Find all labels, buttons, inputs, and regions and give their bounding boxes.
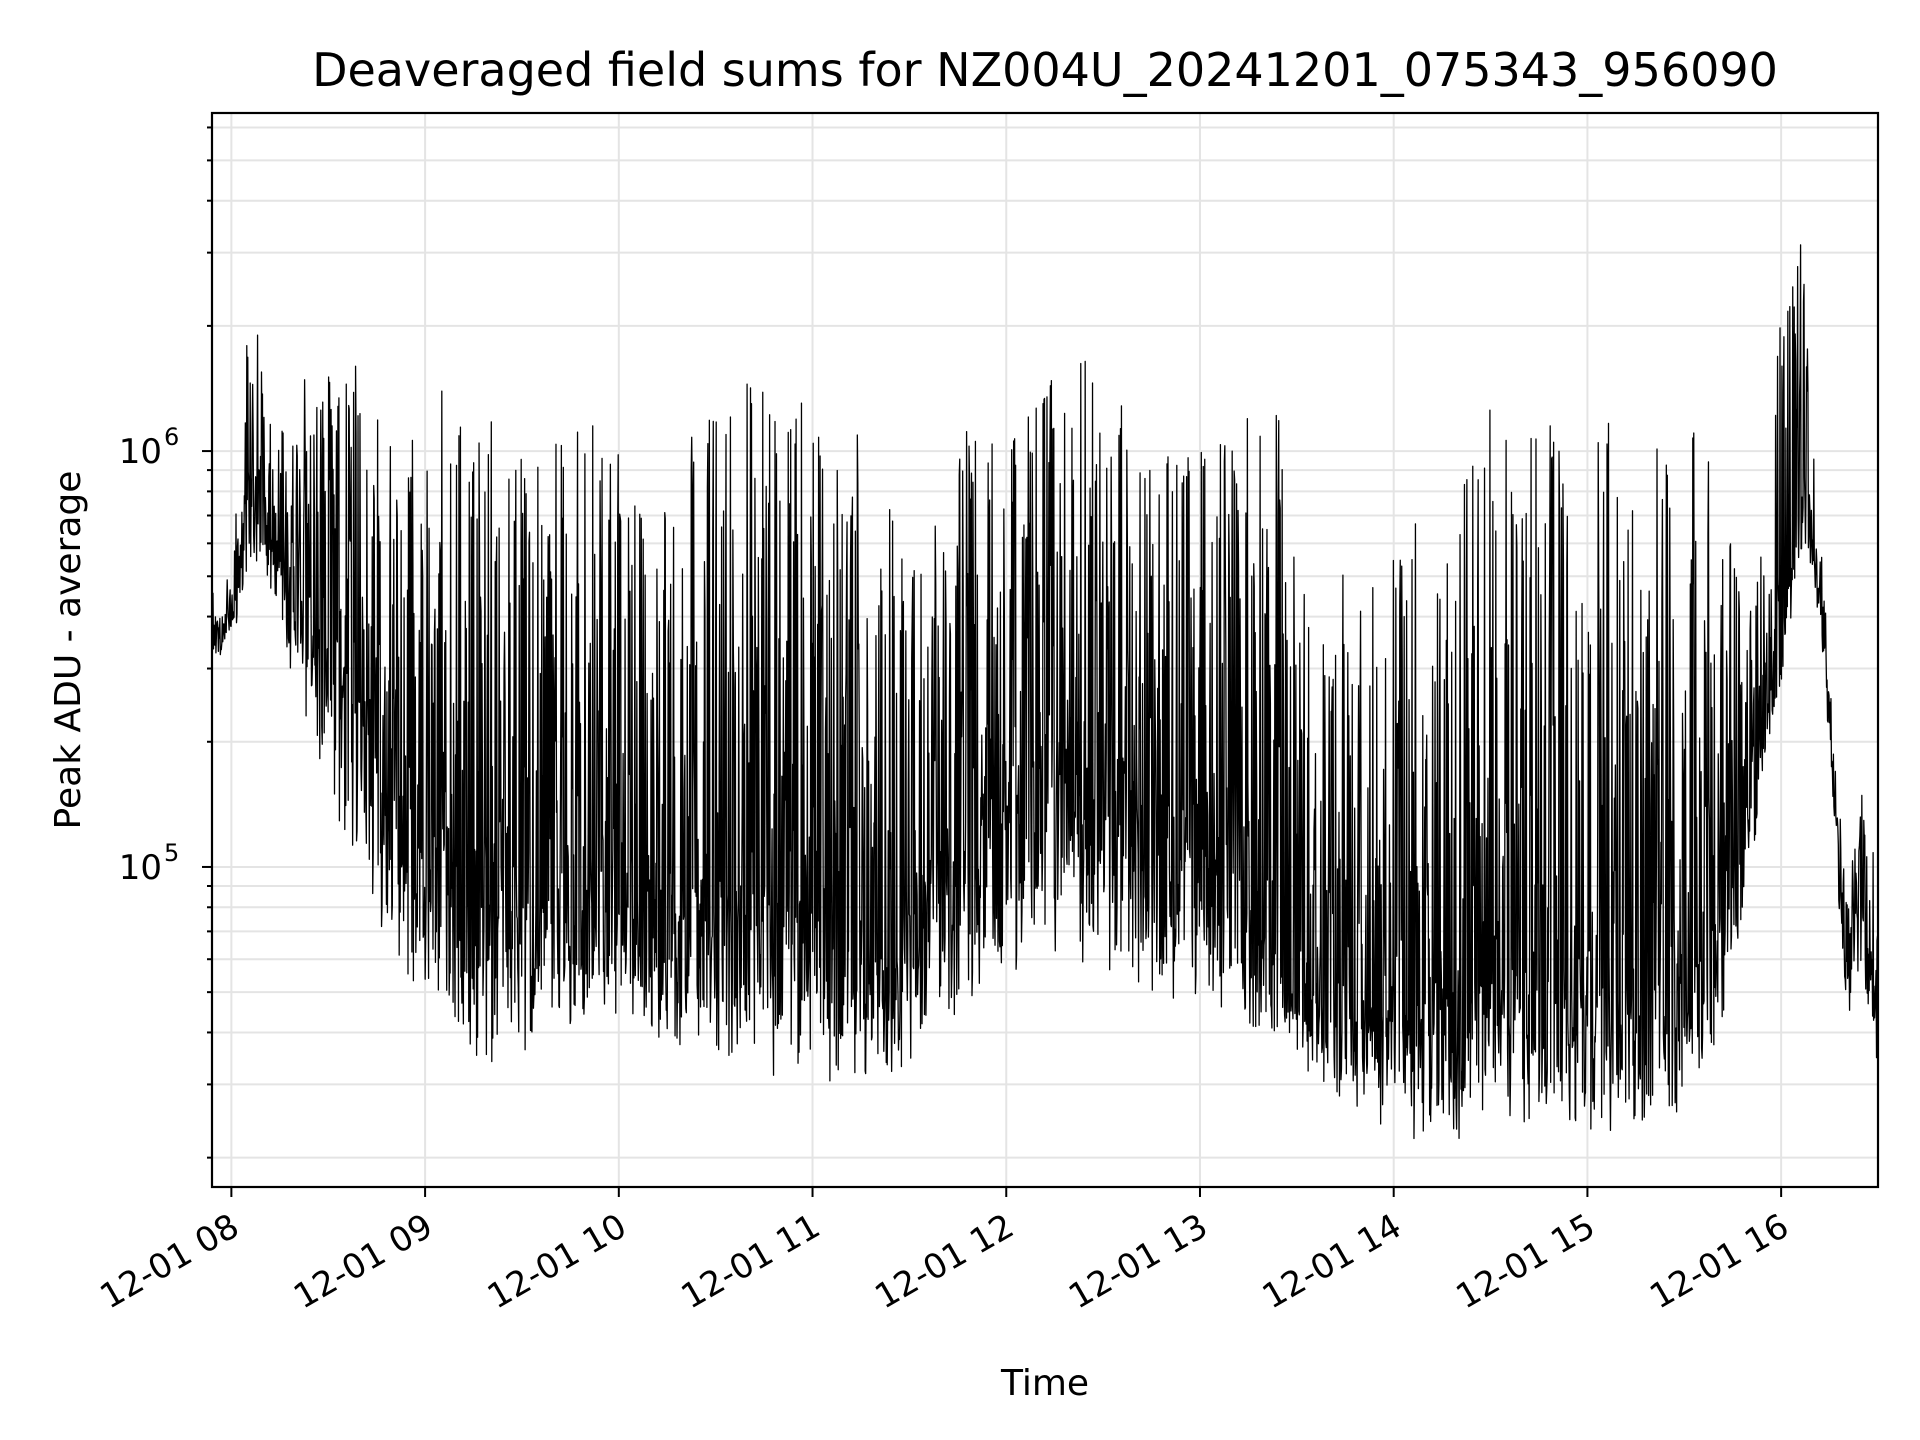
x-axis-label: Time — [1000, 1363, 1089, 1404]
chart-title: Deaveraged field sums for NZ004U_2024120… — [312, 43, 1778, 97]
y-axis-label: Peak ADU - average — [48, 471, 89, 830]
y-tick-label-1: 10 — [119, 432, 162, 472]
y-tick-label-exp-1: 6 — [164, 423, 179, 451]
y-tick-label-exp-0: 5 — [164, 839, 179, 867]
series-path — [211, 244, 1879, 1140]
y-tick-label-0: 10 — [119, 848, 162, 888]
data-series-line — [211, 244, 1879, 1140]
plot-frame — [210, 111, 1880, 1189]
